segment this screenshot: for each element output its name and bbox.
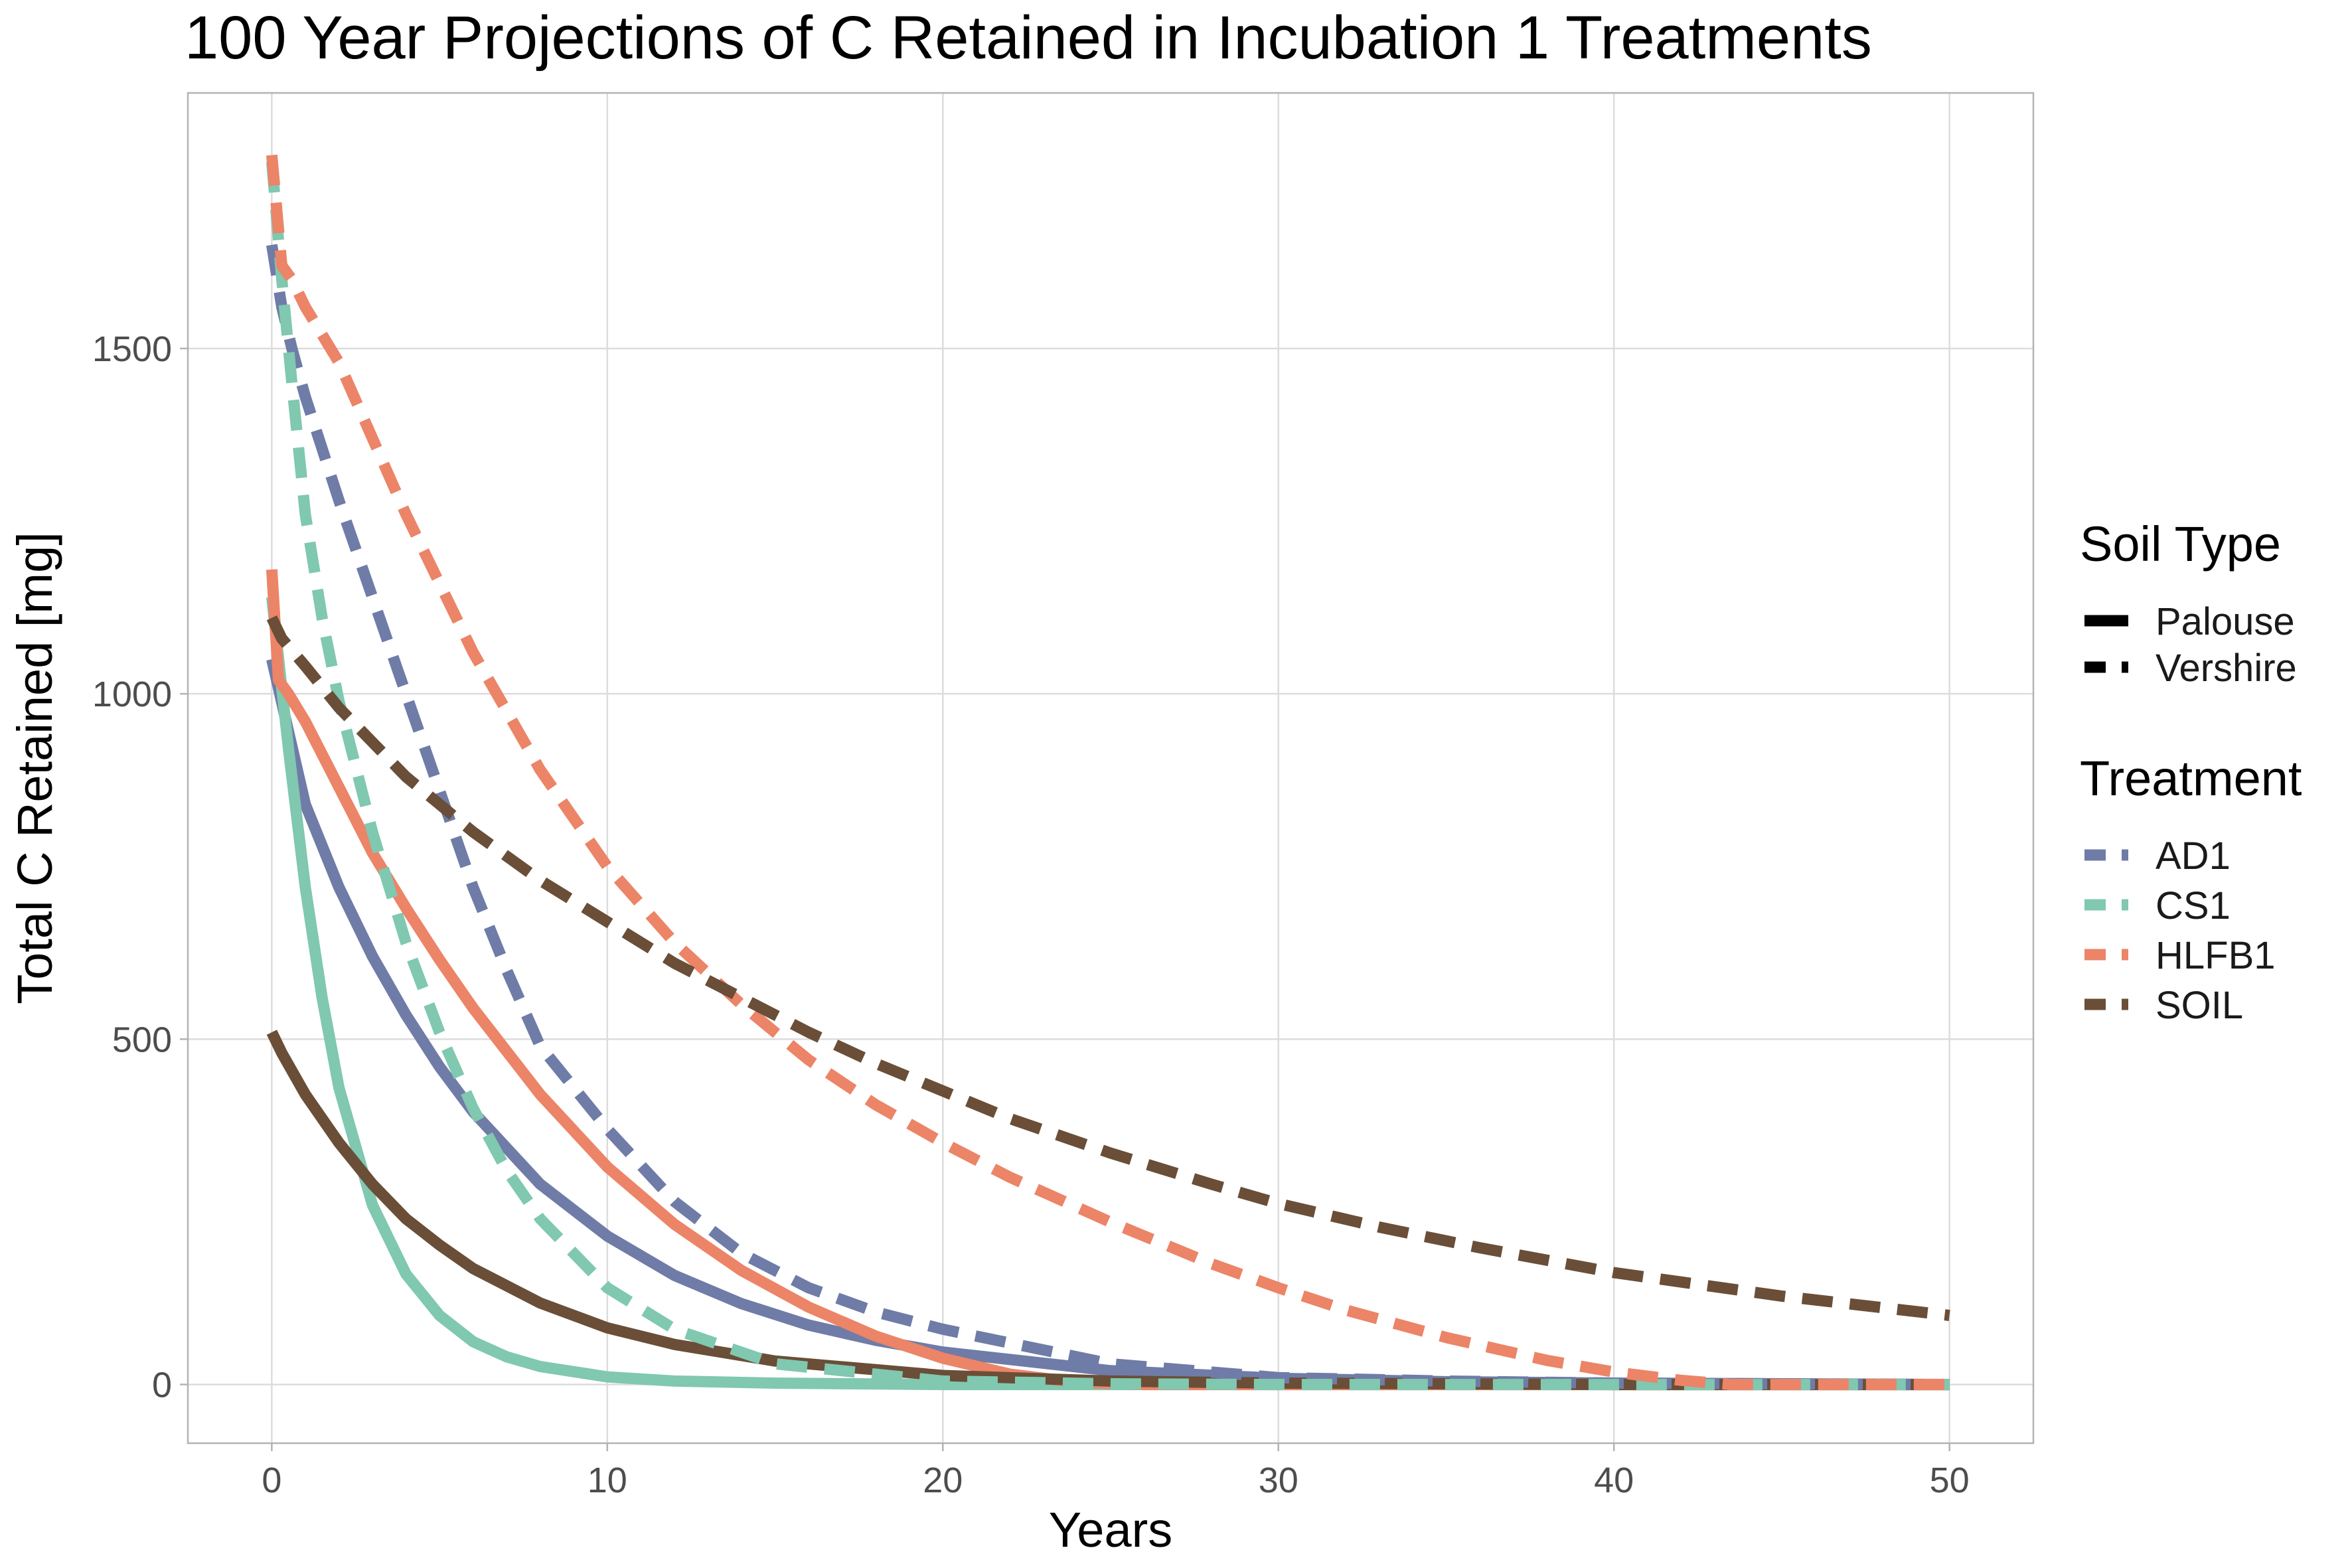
x-tick-label: 10 — [588, 1460, 627, 1500]
legend-label-ad1: AD1 — [2156, 834, 2231, 878]
x-axis: 0 10 20 30 40 50 — [262, 1443, 1970, 1500]
x-tick-label: 30 — [1259, 1460, 1298, 1500]
y-axis-title: Total C Retained [mg] — [7, 532, 62, 1004]
series-line-ad1-vershire — [266, 244, 1950, 1391]
y-tick-label: 0 — [152, 1366, 172, 1405]
legend-label-vershire: Vershire — [2156, 647, 2297, 690]
series-line-hlfb1-vershire — [266, 154, 1950, 1391]
series-line-cs1-vershire — [266, 161, 1950, 1391]
x-tick-label: 40 — [1594, 1460, 1634, 1500]
y-tick-label: 1500 — [92, 329, 172, 369]
series-lines — [266, 154, 1950, 1391]
x-tick-label: 20 — [923, 1460, 963, 1500]
y-tick-label: 1000 — [92, 674, 172, 714]
legend-label-cs1: CS1 — [2156, 884, 2231, 927]
series-line-hlfb1-palouse — [266, 569, 1950, 1391]
series-line-cs1-palouse — [266, 596, 1950, 1391]
legend-label-palouse: Palouse — [2156, 600, 2295, 643]
x-tick-label: 50 — [1930, 1460, 1970, 1500]
y-tick-label: 500 — [112, 1020, 172, 1059]
plot-panel — [187, 92, 2035, 1445]
legend-label-hlfb1: HLFB1 — [2156, 934, 2276, 977]
legend-title-treatment: Treatment — [2080, 751, 2302, 806]
legend-title-soil-type: Soil Type — [2080, 516, 2281, 572]
x-axis-title: Years — [1049, 1502, 1173, 1557]
chart-title: 100 Year Projections of C Retained in In… — [185, 4, 1872, 72]
legend-label-soil: SOIL — [2156, 984, 2243, 1027]
grid — [188, 93, 2033, 1443]
series-line-soil-vershire — [266, 615, 1950, 1321]
x-tick-label: 0 — [262, 1460, 281, 1500]
series-line-soil-palouse — [266, 1030, 1950, 1391]
y-axis: 0 500 1000 1500 — [92, 329, 188, 1405]
